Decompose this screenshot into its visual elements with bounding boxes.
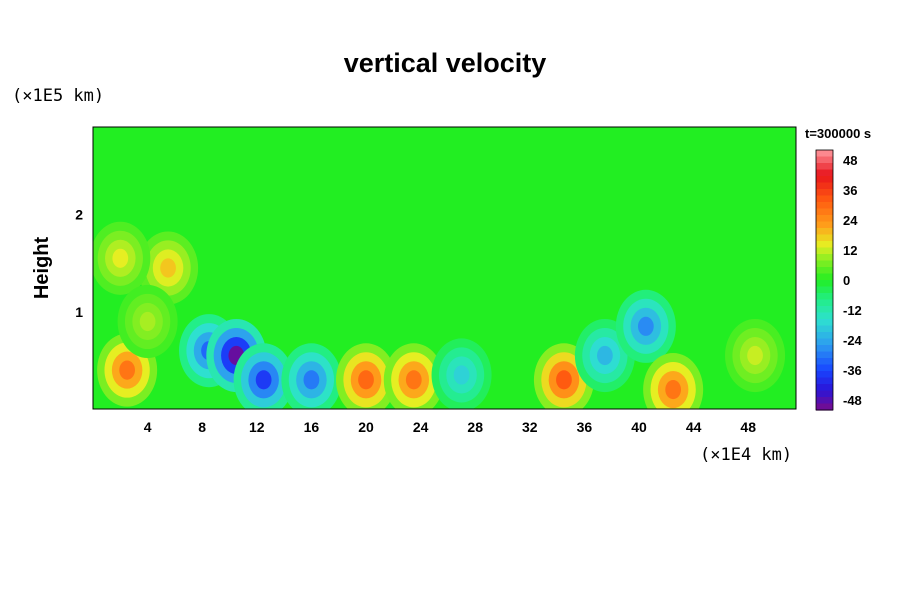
colorbar-band: [816, 280, 833, 288]
y-axis-unit-label: (×1E5 km): [12, 86, 104, 106]
colorbar-frame: [815, 149, 834, 411]
colorbar-band: [816, 260, 833, 268]
colorbar-band: [816, 358, 833, 366]
chart-title: vertical velocity: [344, 48, 547, 78]
colorbar-band: [816, 176, 833, 184]
x-tick-label: 20: [358, 419, 374, 435]
colorbar-band: [816, 397, 833, 405]
colorbar-band: [816, 195, 833, 203]
velocity-contour: [453, 365, 470, 385]
velocity-contour: [556, 370, 572, 390]
plot-frame: [92, 126, 797, 410]
velocity-contour: [112, 248, 129, 268]
x-tick-label: 44: [686, 419, 702, 435]
velocity-contour: [597, 345, 613, 366]
colorbar: 48 36 24 12 0 -12 -24 -36 -48: [815, 149, 863, 411]
colorbar-band: [816, 247, 833, 255]
colorbar-tick-label: 12: [843, 243, 857, 258]
colorbar-band: [816, 312, 833, 320]
colorbar-band: [816, 202, 833, 210]
colorbar-band: [816, 189, 833, 197]
velocity-contour: [160, 258, 176, 278]
colorbar-band: [816, 182, 833, 190]
y-axis-ticks: 12: [75, 207, 83, 320]
colorbar-band: [816, 371, 833, 379]
colorbar-tick-label: -48: [843, 393, 862, 408]
colorbar-band: [816, 163, 833, 171]
x-axis-unit-label: (×1E4 km): [700, 445, 792, 465]
velocity-contour: [119, 360, 135, 380]
velocity-field: [93, 221, 786, 409]
colorbar-band: [816, 338, 833, 346]
velocity-contour: [747, 345, 763, 366]
x-tick-label: 32: [522, 419, 538, 435]
x-tick-label: 28: [467, 419, 483, 435]
x-tick-label: 36: [577, 419, 593, 435]
colorbar-band: [816, 156, 833, 164]
colorbar-band: [816, 345, 833, 353]
colorbar-band: [816, 208, 833, 216]
y-tick-label: 1: [75, 304, 83, 320]
colorbar-band: [816, 384, 833, 392]
x-tick-label: 12: [249, 419, 265, 435]
time-label: t=300000 s: [805, 126, 871, 141]
x-tick-label: 40: [631, 419, 647, 435]
x-tick-label: 8: [198, 419, 206, 435]
colorbar-band: [816, 364, 833, 372]
velocity-contour: [665, 379, 682, 400]
colorbar-tick-label: 48: [843, 153, 857, 168]
velocity-contour: [255, 370, 272, 390]
velocity-contour: [303, 370, 320, 390]
velocity-contour: [405, 370, 422, 390]
colorbar-band: [816, 234, 833, 242]
colorbar-band: [816, 293, 833, 301]
velocity-contour: [637, 316, 654, 336]
colorbar-band: [816, 241, 833, 249]
colorbar-band: [816, 215, 833, 223]
colorbar-band: [816, 332, 833, 340]
x-axis-ticks: 4 8 12 16 20 24 28 32 36 40 44 48: [144, 419, 757, 435]
colorbar-band: [816, 319, 833, 327]
y-axis-label: Height: [31, 237, 53, 300]
colorbar-band: [816, 403, 833, 411]
velocity-contour: [358, 370, 374, 390]
colorbar-tick-label: 36: [843, 183, 857, 198]
y-tick-label: 2: [75, 207, 83, 223]
colorbar-band: [816, 221, 833, 229]
colorbar-band: [816, 150, 833, 158]
x-tick-label: 4: [144, 419, 152, 435]
colorbar-band: [816, 228, 833, 236]
colorbar-tick-label: 24: [843, 213, 858, 228]
colorbar-band: [816, 299, 833, 307]
colorbar-tick-label: 0: [843, 273, 850, 288]
x-tick-label: 48: [740, 419, 756, 435]
colorbar-band: [816, 254, 833, 262]
colorbar-band: [816, 286, 833, 294]
velocity-contour: [139, 311, 156, 332]
colorbar-band: [816, 377, 833, 385]
colorbar-tick-label: -12: [843, 303, 862, 318]
colorbar-tick-label: -36: [843, 363, 862, 378]
colorbar-band: [816, 390, 833, 398]
x-tick-label: 16: [304, 419, 320, 435]
colorbar-tick-label: -24: [843, 333, 863, 348]
colorbar-band: [816, 325, 833, 333]
colorbar-band: [816, 351, 833, 359]
plot-area: [92, 126, 797, 410]
colorbar-band: [816, 306, 833, 314]
colorbar-band: [816, 267, 833, 275]
colorbar-band: [816, 273, 833, 281]
colorbar-band: [816, 169, 833, 177]
x-tick-label: 24: [413, 419, 429, 435]
